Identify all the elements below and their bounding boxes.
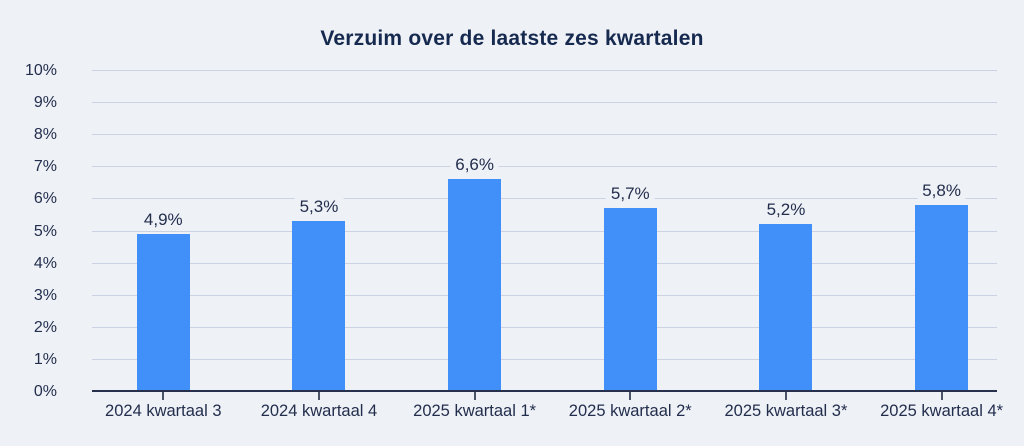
y-axis-label: 2% xyxy=(33,318,57,336)
x-axis-tick xyxy=(940,392,943,400)
gridline xyxy=(92,358,997,360)
x-axis-label: 2025 kwartaal 3* xyxy=(724,402,848,420)
x-axis-label: 2024 kwartaal 3 xyxy=(105,402,222,420)
bar xyxy=(292,220,346,391)
gridline xyxy=(92,198,997,200)
x-axis-label: 2025 kwartaal 2* xyxy=(568,402,692,420)
x-axis-label: 2025 kwartaal 4* xyxy=(880,402,1004,420)
y-axis-label: 6% xyxy=(33,190,57,208)
y-axis-label: 5% xyxy=(33,222,57,240)
gridline xyxy=(92,230,997,232)
gridline xyxy=(92,70,997,71)
bar xyxy=(759,224,813,391)
bar-value-label: 5,3% xyxy=(294,196,344,217)
gridline xyxy=(92,294,997,296)
bar-value-label: 5,2% xyxy=(761,200,811,221)
x-axis-label: 2024 kwartaal 4 xyxy=(260,402,378,420)
bar-value-label: 6,6% xyxy=(450,155,499,176)
bar xyxy=(448,179,502,391)
y-axis-label: 9% xyxy=(33,94,57,112)
y-axis-label: 10% xyxy=(24,62,57,79)
y-axis-label: 1% xyxy=(33,350,57,368)
y-axis-label: 4% xyxy=(33,254,57,272)
bar-value-label: 5,8% xyxy=(917,180,966,201)
x-axis-tick xyxy=(162,392,165,400)
y-axis-label: 7% xyxy=(33,158,57,176)
gridline xyxy=(92,166,997,168)
y-axis-label: 0% xyxy=(33,383,57,400)
gridline xyxy=(92,102,997,104)
x-axis-baseline xyxy=(92,390,997,392)
x-axis-tick xyxy=(784,392,787,400)
bar-value-label: 4,9% xyxy=(138,209,188,230)
y-axis-label: 8% xyxy=(33,126,57,144)
y-axis-label: 3% xyxy=(33,286,57,304)
gridline xyxy=(92,262,997,264)
x-axis-label: 2025 kwartaal 1* xyxy=(413,402,537,420)
bar xyxy=(136,233,190,391)
gridline xyxy=(92,134,997,136)
x-axis-tick xyxy=(473,392,476,400)
x-axis-tick xyxy=(629,392,632,400)
x-axis-tick xyxy=(317,392,320,400)
bar xyxy=(915,204,969,391)
gridline xyxy=(92,326,997,328)
chart-title: Verzuim over de laatste zes kwartalen xyxy=(320,27,704,50)
bar-value-label: 5,7% xyxy=(605,184,655,205)
bar xyxy=(603,208,657,391)
